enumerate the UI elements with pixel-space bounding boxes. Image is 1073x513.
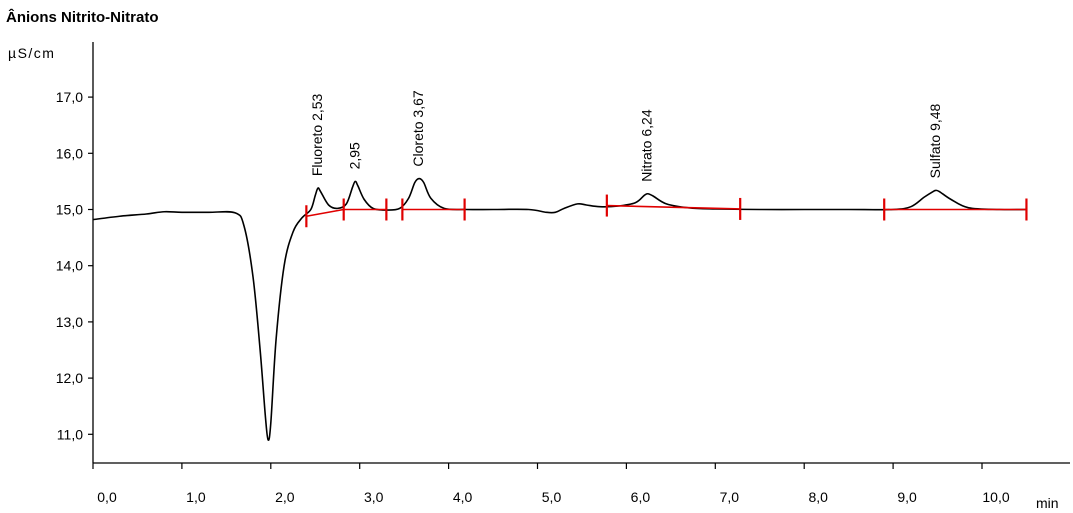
y-tick-label: 14,0	[56, 258, 83, 274]
y-axis-ticks: 11,0 12,0 13,0 14,0 15,0 16,0 17,0	[56, 89, 93, 442]
x-tick-label: 5,0	[542, 489, 562, 505]
peak-label: Cloreto 3,67	[410, 90, 426, 166]
y-tick-label: 15,0	[56, 202, 83, 218]
x-tick-label: 0,0	[97, 489, 117, 505]
x-tick-label: 6,0	[631, 489, 651, 505]
y-tick-label: 17,0	[56, 89, 83, 105]
y-tick-label: 13,0	[56, 314, 83, 330]
peak-label-layer: Fluoreto 2,53 2,95 Cloreto 3,67 Nitrato 6,2…	[309, 90, 943, 182]
baseline-segment	[606, 204, 741, 210]
peak-label: Fluoreto 2,53	[309, 93, 325, 176]
x-axis-ticks: 0,0 1,0 2,0 3,0 4,0 5,0 6,0 7,0 8,0 9,0 10,0	[92, 463, 1010, 505]
baseline-segment	[306, 208, 344, 218]
peak-label: Nitrato 6,24	[639, 109, 655, 182]
y-tick-label: 16,0	[56, 145, 83, 161]
peak-label: Sulfato 9,48	[927, 103, 943, 178]
y-axis-unit: µS/cm	[8, 45, 55, 61]
baseline-layer	[306, 204, 1027, 218]
signal-layer	[92, 177, 1027, 441]
peak-label: 2,95	[346, 142, 362, 169]
x-tick-label: 3,0	[364, 489, 384, 505]
x-tick-label: 2,0	[275, 489, 295, 505]
x-tick-label: 7,0	[720, 489, 740, 505]
x-tick-label: 9,0	[897, 489, 917, 505]
x-tick-label: 1,0	[186, 489, 206, 505]
x-tick-label: 4,0	[453, 489, 473, 505]
x-axis-unit: min	[1036, 495, 1059, 511]
chart-title: Ânions Nitrito-Nitrato	[6, 8, 158, 26]
integration-marker-layer	[305, 194, 1028, 228]
y-tick-label: 12,0	[56, 370, 83, 386]
x-tick-label: 10,0	[982, 489, 1009, 505]
y-tick-label: 11,0	[57, 426, 83, 442]
x-tick-label: 8,0	[808, 489, 828, 505]
signal-trace	[92, 177, 1027, 441]
